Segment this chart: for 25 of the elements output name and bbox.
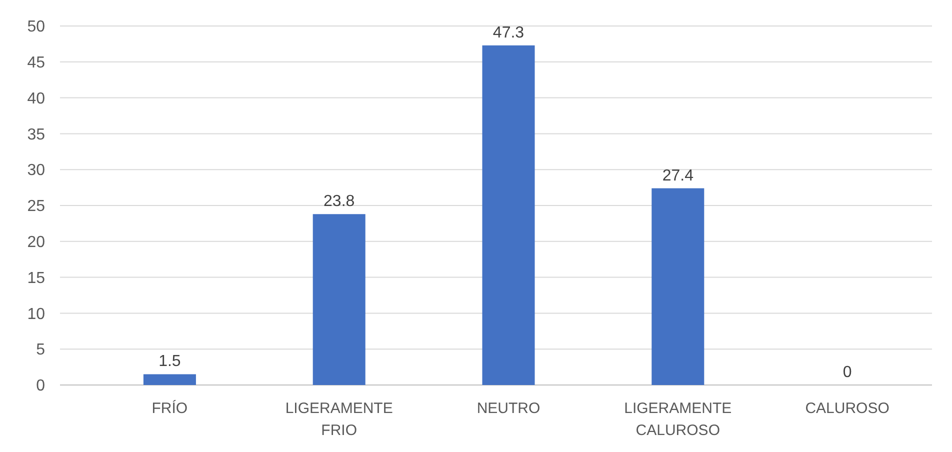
data-label: 27.4 <box>662 167 694 184</box>
x-tick-label: CALUROSO <box>805 400 890 417</box>
y-tick-label: 40 <box>27 90 46 108</box>
y-tick-label: 5 <box>36 342 46 359</box>
y-tick-label: 0 <box>36 378 46 395</box>
y-tick-label: 20 <box>27 234 46 251</box>
bar <box>652 188 704 385</box>
data-label: 0 <box>842 364 852 381</box>
y-tick-label: 30 <box>27 162 46 180</box>
x-tick-label: NEUTRO <box>476 400 540 417</box>
bar <box>143 374 196 385</box>
y-tick-label: 15 <box>27 270 46 287</box>
bar <box>312 214 366 385</box>
x-tick-label: LIGERAMENTE CALUROSO <box>624 400 732 439</box>
data-label: 47.3 <box>492 24 524 42</box>
y-tick-label: 25 <box>27 198 46 216</box>
y-tick-label: 50 <box>27 18 46 36</box>
data-label: 1.5 <box>158 353 181 370</box>
y-tick-label: 45 <box>27 54 46 72</box>
x-tick-label: LIGERAMENTE FRIO <box>285 400 393 439</box>
bar <box>482 45 535 385</box>
data-label: 23.8 <box>324 193 355 210</box>
y-tick-label: 35 <box>27 126 46 144</box>
y-tick-label: 10 <box>27 306 46 323</box>
x-tick-label: FRÍO <box>152 399 188 417</box>
